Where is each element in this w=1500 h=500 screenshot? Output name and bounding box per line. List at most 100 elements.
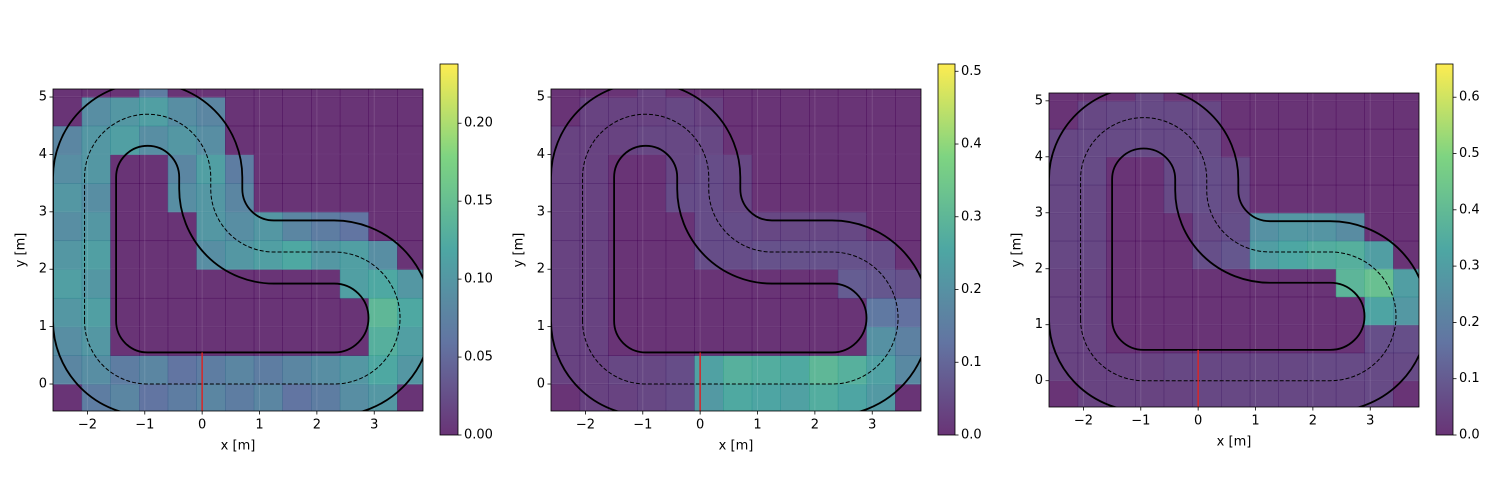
- heatmap-cell: [53, 97, 83, 127]
- colorbar-frame: [1435, 63, 1454, 436]
- heatmap-cell: [1192, 380, 1222, 407]
- heatmap-cell: [579, 326, 609, 356]
- heatmap-cell: [665, 183, 695, 213]
- heatmap-cell: [665, 384, 695, 411]
- heatmap-cell: [1077, 100, 1107, 130]
- heatmap-cell: [397, 125, 423, 155]
- heatmap-cell: [253, 240, 283, 270]
- heatmap-cell: [751, 125, 781, 155]
- y-tick-label: 3: [537, 204, 545, 219]
- heatmap-cell: [579, 269, 609, 299]
- heatmap-cell: [139, 269, 169, 299]
- heatmap-cell: [339, 269, 370, 299]
- heatmap-cell: [1364, 156, 1394, 186]
- y-tick-label: 5: [39, 90, 47, 105]
- heatmap-cell: [339, 125, 370, 155]
- heatmap-cell: [1135, 156, 1165, 186]
- heatmap-cell: [837, 89, 868, 98]
- heatmap-cell: [339, 97, 370, 127]
- heatmap-cell: [1364, 100, 1394, 130]
- heatmap-cell: [1135, 324, 1165, 354]
- track-inner: [1111, 147, 1366, 351]
- heatmap-cell: [694, 355, 724, 385]
- heatmap-cell: [1393, 324, 1419, 354]
- track-centerline: [1080, 117, 1397, 382]
- heatmap-cell: [253, 355, 283, 385]
- heatmap-cell: [167, 297, 197, 328]
- heatmap-cell: [1221, 93, 1251, 102]
- heatmap-cell: [311, 154, 341, 184]
- heatmap-cell: [368, 240, 398, 270]
- heatmap-cell: [665, 297, 695, 328]
- heatmap-cell: [139, 97, 169, 127]
- heatmap-cell: [1049, 184, 1079, 214]
- heatmap-cell: [751, 297, 781, 328]
- y-tick-label: 0: [1035, 373, 1043, 388]
- heatmap-cell: [751, 326, 781, 356]
- heatmap-cell: [53, 154, 83, 184]
- heatmap-cell: [110, 384, 140, 411]
- heatmap-cell: [895, 240, 921, 270]
- track-outer: [551, 89, 921, 411]
- heatmap-cell: [110, 355, 140, 385]
- heatmap-cell: [1049, 212, 1079, 242]
- heatmap-cell: [282, 154, 312, 184]
- heatmap-cell: [339, 355, 370, 385]
- heatmap-cell: [225, 269, 255, 299]
- heatmap-cell: [339, 211, 370, 242]
- heatmap-cell: [1307, 93, 1337, 102]
- heatmap-cell: [1106, 240, 1136, 270]
- heatmap-cell: [397, 89, 423, 98]
- heatmap-cell: [1249, 93, 1279, 102]
- x-tick-label: 0: [1194, 414, 1202, 429]
- heatmap-cell: [167, 326, 197, 356]
- heatmap-cell: [1278, 296, 1308, 326]
- heatmap-cell: [167, 355, 197, 385]
- heatmap-cell: [1335, 212, 1366, 242]
- heatmap-cell: [282, 355, 312, 385]
- heatmap-cell: [1077, 352, 1107, 382]
- x-tick-label: 3: [370, 418, 378, 433]
- axes-frame: [52, 88, 424, 412]
- heatmap-cell: [1135, 240, 1165, 270]
- heatmap-cell: [81, 154, 111, 184]
- heatmap-cell: [579, 384, 609, 411]
- heatmap-cell: [225, 97, 255, 127]
- heatmap-cell: [225, 297, 255, 328]
- heatmap-cell: [1393, 93, 1419, 102]
- heatmap-cell: [723, 269, 753, 299]
- heatmap-cell: [780, 211, 810, 242]
- heatmap-cell: [339, 384, 370, 411]
- heatmap-cell: [1364, 93, 1394, 102]
- heatmap-cell: [837, 97, 868, 127]
- y-axis-label: y [m]: [1010, 233, 1025, 268]
- heatmap-cell: [1307, 240, 1337, 270]
- heatmap-cell: [694, 297, 724, 328]
- heatmap-cell: [196, 384, 226, 411]
- heatmap-cell: [311, 211, 341, 242]
- heatmap-cell: [1364, 240, 1394, 270]
- colorbar-tick-label: 0.10: [464, 272, 493, 287]
- heatmap-cell: [809, 384, 839, 411]
- heatmap-cell: [895, 125, 921, 155]
- heatmap-cell: [723, 211, 753, 242]
- colorbar-tick-label: 0.15: [464, 194, 493, 209]
- heatmap-cell: [196, 326, 226, 356]
- heatmap-cell: [637, 297, 667, 328]
- heatmap-cell: [694, 97, 724, 127]
- heatmap-cell: [579, 89, 609, 98]
- heatmap-cell: [1106, 100, 1136, 130]
- heatmap-cell: [665, 89, 695, 98]
- heatmap-cell: [225, 89, 255, 98]
- heatmap-cell: [110, 297, 140, 328]
- heatmap-cell: [608, 183, 638, 213]
- heatmap-cell: [1278, 240, 1308, 270]
- heatmap-cell: [368, 154, 398, 184]
- heatmap-cell: [81, 297, 111, 328]
- y-tick-label: 1: [537, 319, 545, 334]
- x-tick-label: −2: [576, 418, 595, 433]
- heatmap-cell: [866, 183, 896, 213]
- heatmap-cell: [1192, 128, 1222, 158]
- heatmap-cell: [665, 355, 695, 385]
- heatmap-cell: [282, 297, 312, 328]
